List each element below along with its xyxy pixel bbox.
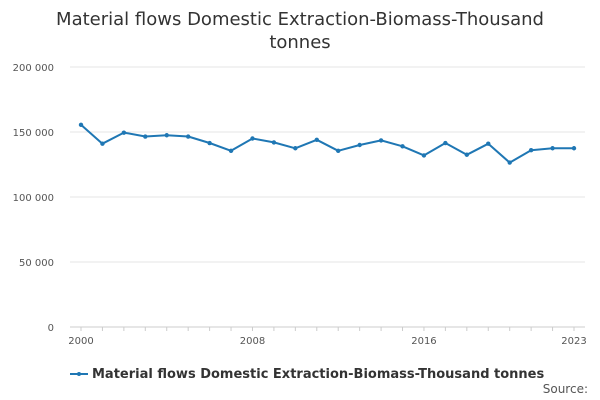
source-label: Source: — [542, 382, 588, 396]
y-tick-label: 0 — [48, 323, 54, 334]
y-tick-label: 150 000 — [13, 128, 54, 139]
data-point — [486, 141, 491, 146]
data-point — [507, 160, 512, 165]
data-point — [443, 140, 448, 146]
data-point — [550, 146, 555, 151]
x-tick-label: 2016 — [411, 336, 436, 347]
data-point — [271, 140, 277, 145]
data-point — [121, 130, 127, 135]
chart-title: Material flows Domestic Extraction-Bioma… — [56, 9, 544, 53]
data-point — [143, 134, 148, 139]
data-point — [100, 141, 105, 146]
data-point — [421, 153, 427, 158]
y-tick-label: 50 000 — [19, 258, 54, 269]
data-point — [164, 133, 169, 138]
series-line — [80, 124, 574, 164]
data-point — [207, 140, 212, 146]
series-layer — [78, 122, 577, 165]
data-point — [228, 148, 234, 154]
data-point — [378, 138, 384, 143]
legend-swatch-icon — [70, 368, 88, 380]
data-point — [571, 146, 577, 151]
y-axis-ticks: 0 50 000 100 000 150 000 200 000 — [13, 63, 54, 334]
y-tick-label: 100 000 — [13, 193, 54, 204]
gridlines — [70, 66, 585, 263]
data-point — [250, 136, 255, 141]
data-point — [293, 146, 298, 151]
data-point — [185, 134, 191, 139]
data-point — [357, 142, 362, 148]
legend-label: Material flows Domestic Extraction-Bioma… — [92, 366, 545, 382]
data-point — [336, 148, 341, 154]
data-point — [528, 148, 534, 153]
data-point — [78, 122, 84, 128]
data-point — [400, 144, 405, 149]
y-tick-label: 200 000 — [13, 63, 54, 74]
x-tick-label: 2023 — [561, 336, 586, 347]
x-axis: 2000 2008 2016 2023 — [68, 326, 587, 347]
data-point — [314, 137, 319, 142]
data-point — [464, 152, 470, 157]
x-tick-label: 2008 — [240, 336, 265, 347]
x-tick-label: 2000 — [68, 336, 93, 347]
legend[interactable]: Material flows Domestic Extraction-Bioma… — [70, 365, 544, 383]
